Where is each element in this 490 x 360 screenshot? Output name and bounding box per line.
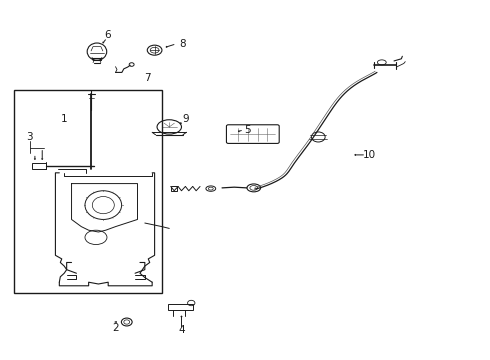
Text: 3: 3 [25, 132, 32, 142]
Text: 6: 6 [104, 30, 111, 40]
Text: 8: 8 [179, 39, 186, 49]
Text: 1: 1 [61, 114, 68, 124]
Text: 5: 5 [244, 125, 251, 135]
Bar [14, 90, 162, 293]
Bar [168, 304, 193, 310]
Text: 2: 2 [112, 323, 119, 333]
Bar [32, 163, 46, 169]
Text: 7: 7 [144, 73, 150, 83]
Bar [171, 186, 176, 192]
Text: 9: 9 [182, 114, 189, 124]
Text: 10: 10 [363, 150, 376, 160]
Text: 4: 4 [178, 325, 185, 335]
